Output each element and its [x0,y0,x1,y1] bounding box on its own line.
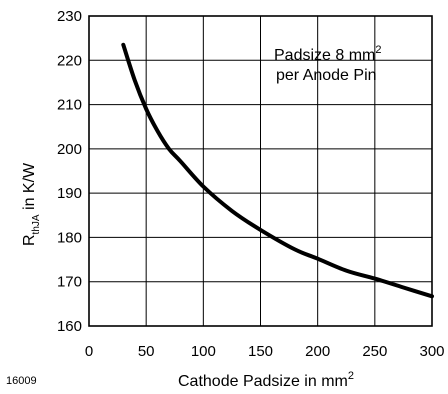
y-tick-label: 190 [57,185,82,202]
figure-number: 16009 [6,375,37,387]
series-line [121,42,434,299]
y-axis-label-rest: in K/W [21,162,38,214]
y-tick-label: 170 [57,274,82,291]
y-tick-labels: 160 170 180 190 200 210 220 230 [57,8,82,335]
x-tick-label: 0 [85,343,93,360]
x-tick-label: 100 [191,343,216,360]
x-tick-label: 250 [362,343,387,360]
x-axis-label: Cathode Padsize in mm2 [178,370,354,390]
y-tick-label: 220 [57,52,82,69]
y-tick-label: 210 [57,97,82,114]
y-axis-label: RthJA in K/W [21,162,42,246]
annotation-line-1: Padsize 8 mm2 [274,44,382,64]
y-axis-label-sub: thJA [31,214,42,234]
grid [88,15,433,327]
y-axis-label-main: R [21,234,38,246]
annotation-line-1-sup: 2 [375,44,381,56]
x-tick-labels: 0 50 100 150 200 250 300 [85,343,445,360]
y-tick-label: 180 [57,229,82,246]
y-tick-label: 160 [57,318,82,335]
y-tick-label: 200 [57,141,82,158]
x-axis-label-sup: 2 [348,370,354,382]
x-axis-label-text: Cathode Padsize in mm [178,373,348,390]
annotation-line-2: per Anode Pin [276,67,377,84]
x-tick-label: 150 [248,343,273,360]
x-tick-label: 50 [138,343,155,360]
y-tick-label: 230 [57,8,82,25]
annotation-line-1-text: Padsize 8 mm [274,47,375,64]
x-tick-label: 300 [419,343,444,360]
x-tick-label: 200 [305,343,330,360]
plot-frame [88,15,433,327]
